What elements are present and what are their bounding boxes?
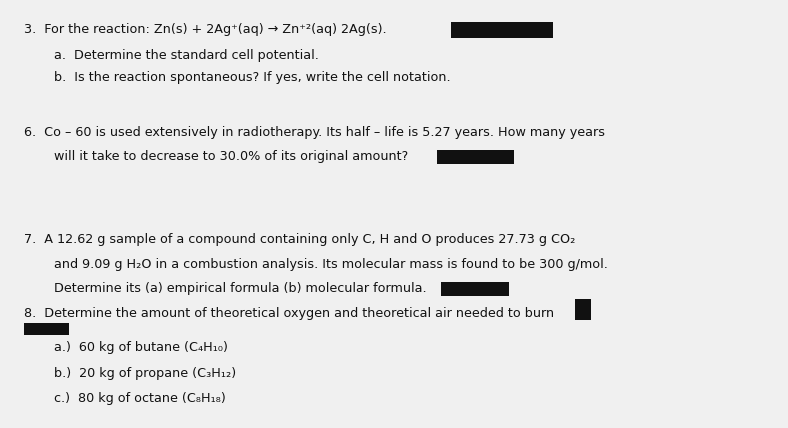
- Text: and 9.09 g H₂O in a combustion analysis. Its molecular mass is found to be 300 g: and 9.09 g H₂O in a combustion analysis.…: [54, 258, 608, 270]
- Text: will it take to decrease to 30.0% of its original amount?: will it take to decrease to 30.0% of its…: [54, 150, 408, 163]
- Text: 6.  Co – 60 is used extensively in radiotherapy. Its half – life is 5.27 years. : 6. Co – 60 is used extensively in radiot…: [24, 126, 604, 139]
- Text: a.  Determine the standard cell potential.: a. Determine the standard cell potential…: [54, 49, 318, 62]
- Text: 7.  A 12.62 g sample of a compound containing only C, H and O produces 27.73 g C: 7. A 12.62 g sample of a compound contai…: [24, 233, 575, 246]
- Bar: [451, 22, 553, 38]
- Text: c.)  80 kg of octane (C₈H₁₈): c.) 80 kg of octane (C₈H₁₈): [54, 392, 225, 405]
- Text: 8.  Determine the amount of theoretical oxygen and theoretical air needed to bur: 8. Determine the amount of theoretical o…: [24, 307, 554, 320]
- Bar: [441, 282, 509, 296]
- Bar: [437, 150, 514, 164]
- Text: a.)  60 kg of butane (C₄H₁₀): a.) 60 kg of butane (C₄H₁₀): [54, 341, 228, 354]
- Text: Determine its (a) empirical formula (b) molecular formula.: Determine its (a) empirical formula (b) …: [54, 282, 426, 295]
- Text: b.  Is the reaction spontaneous? If yes, write the cell notation.: b. Is the reaction spontaneous? If yes, …: [54, 71, 450, 84]
- Text: b.)  20 kg of propane (C₃H₁₂): b.) 20 kg of propane (C₃H₁₂): [54, 367, 236, 380]
- Bar: [575, 299, 591, 320]
- Text: 3.  For the reaction: Zn(s) + 2Ag⁺(aq) → Zn⁺²(aq) 2Ag(s).: 3. For the reaction: Zn(s) + 2Ag⁺(aq) → …: [24, 24, 386, 36]
- Bar: [24, 323, 69, 335]
